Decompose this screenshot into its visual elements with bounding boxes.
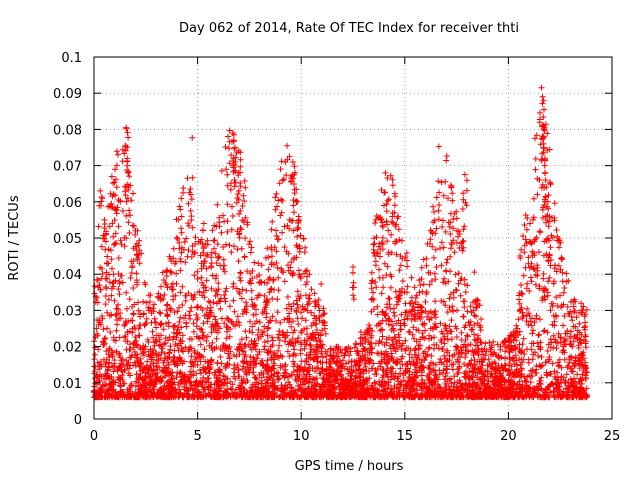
x-tick-label: 10 [293,429,310,444]
x-tick-label: 5 [193,429,201,444]
x-tick-label: 20 [500,429,517,444]
y-tick-label: 0 [74,413,82,428]
y-tick-label: 0.08 [53,123,82,138]
x-axis-label: GPS time / hours [295,459,404,474]
roti-scatter-marks [91,84,591,401]
y-tick-label: 0.01 [53,377,82,392]
y-tick-label: 0.06 [53,196,82,211]
y-tick-label: 0.02 [53,341,82,356]
x-tick-label: 25 [604,429,621,444]
y-tick-label: 0.1 [61,51,82,66]
y-tick-label: 0.04 [53,268,82,283]
y-tick-label: 0.05 [53,232,82,247]
y-axis-label: ROTI / TECUs [7,195,22,280]
y-tick-label: 0.07 [53,160,82,175]
x-tick-label: 15 [397,429,414,444]
y-tick-label: 0.09 [53,87,82,102]
data-points [91,84,591,401]
axis-ticks: 0 5 10 15 20 25 0 0.01 0.02 0.03 0.04 0.05 0.06 0.07 0… [53,51,620,444]
chart-title: Day 062 of 2014, Rate Of TEC Index for r… [179,21,519,36]
x-tick-label: 0 [90,429,98,444]
y-tick-label: 0.03 [53,304,82,319]
